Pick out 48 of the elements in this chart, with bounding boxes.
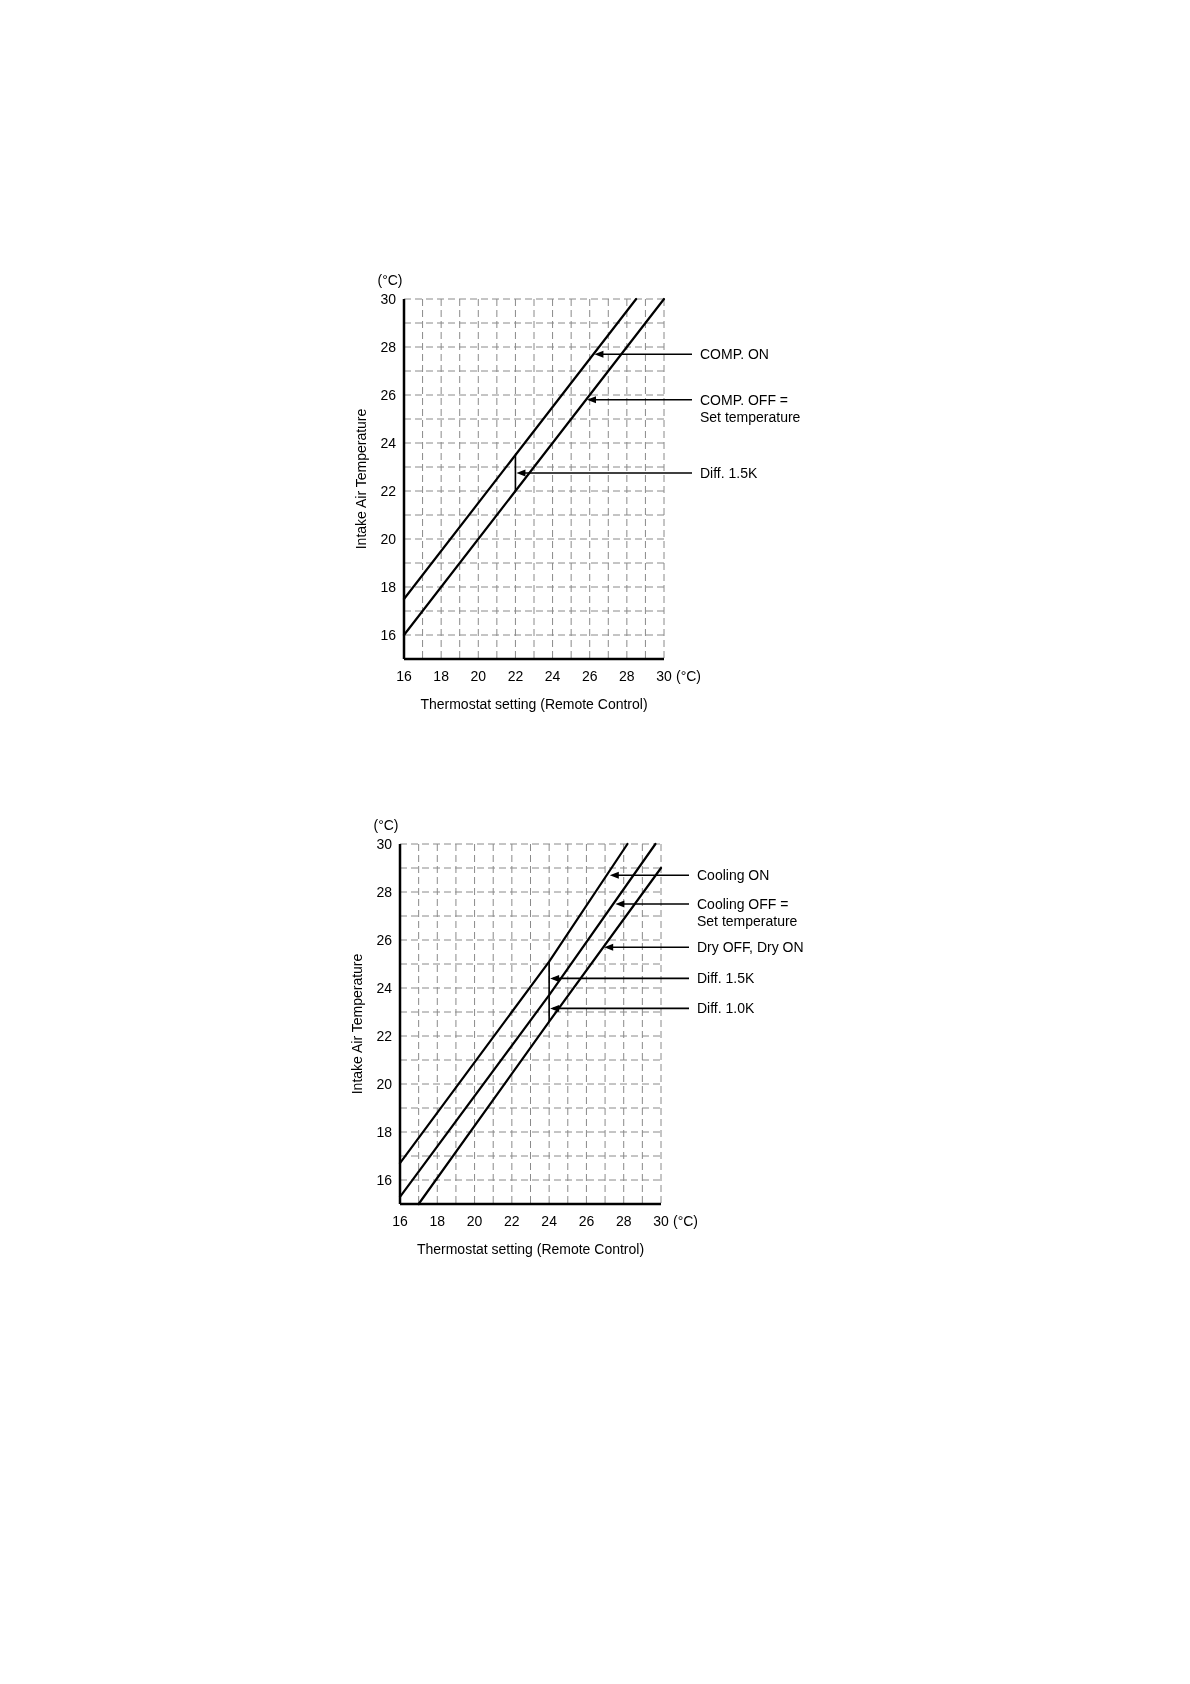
x-tick-label: 24 bbox=[544, 668, 561, 684]
x-axis-title: Thermostat setting (Remote Control) bbox=[420, 696, 648, 712]
x-tick-label: 18 bbox=[433, 668, 450, 684]
y-tick-label: 24 bbox=[376, 980, 393, 996]
text: Diff. 1.0K bbox=[697, 1000, 755, 1017]
annotation: Cooling ON bbox=[697, 867, 770, 884]
y-tick-label: 18 bbox=[380, 579, 397, 595]
x-tick-label: 20 bbox=[470, 668, 487, 684]
text: (°C) bbox=[673, 1213, 699, 1229]
x-axis-title: Thermostat setting (Remote Control) bbox=[416, 1241, 645, 1257]
x-tick-label: 28 bbox=[619, 668, 635, 684]
y-tick-label: 28 bbox=[376, 884, 393, 900]
x-tick-label: 26 bbox=[581, 668, 598, 684]
x-tick-label: 20 bbox=[466, 1213, 483, 1229]
text: (°C) bbox=[373, 817, 399, 833]
text: Diff. 1.5K bbox=[700, 465, 758, 481]
y-axis-title: Intake Air Temperature bbox=[353, 408, 369, 550]
x-tick-label: 16 bbox=[392, 1213, 408, 1229]
y-tick-label: 16 bbox=[380, 627, 397, 643]
text: (°C) bbox=[377, 272, 403, 288]
y-tick-label: 18 bbox=[376, 1124, 393, 1140]
y-tick-label: 26 bbox=[376, 932, 393, 948]
y-tick-label: 30 bbox=[380, 291, 397, 307]
y-tick-label: 22 bbox=[376, 1028, 393, 1044]
y-tick-label: 26 bbox=[380, 387, 397, 403]
y-tick-label: 20 bbox=[380, 531, 397, 547]
x-tick-label: 22 bbox=[507, 668, 524, 684]
y-tick-label: 30 bbox=[376, 836, 393, 852]
x-tick-label: 28 bbox=[615, 1213, 632, 1229]
y-tick-label: 24 bbox=[380, 435, 397, 451]
x-tick-label: 26 bbox=[578, 1213, 595, 1229]
y-axis-title: Intake Air Temperature bbox=[349, 953, 365, 1095]
y-tick-label: 28 bbox=[380, 339, 397, 355]
x-tick-label: 30 bbox=[656, 668, 672, 684]
x-tick-label: 24 bbox=[541, 1213, 558, 1229]
y-tick-label: 22 bbox=[380, 483, 397, 499]
annotation: COMP. ON bbox=[700, 346, 769, 363]
annotation: Dry OFF, Dry ON bbox=[697, 939, 804, 956]
text: Diff. 1.5K bbox=[697, 970, 755, 987]
x-tick-label: 16 bbox=[396, 668, 412, 684]
y-tick-label: 20 bbox=[376, 1076, 393, 1092]
text: (°C) bbox=[676, 668, 702, 684]
annotation: COMP. OFF = Set temperature bbox=[700, 391, 801, 425]
x-tick-label: 22 bbox=[504, 1213, 520, 1229]
annotation: Cooling OFF = Set temperature bbox=[697, 896, 798, 929]
y-tick-label: 16 bbox=[376, 1172, 393, 1188]
x-tick-label: 30 bbox=[653, 1213, 669, 1229]
x-tick-label: 18 bbox=[429, 1213, 446, 1229]
